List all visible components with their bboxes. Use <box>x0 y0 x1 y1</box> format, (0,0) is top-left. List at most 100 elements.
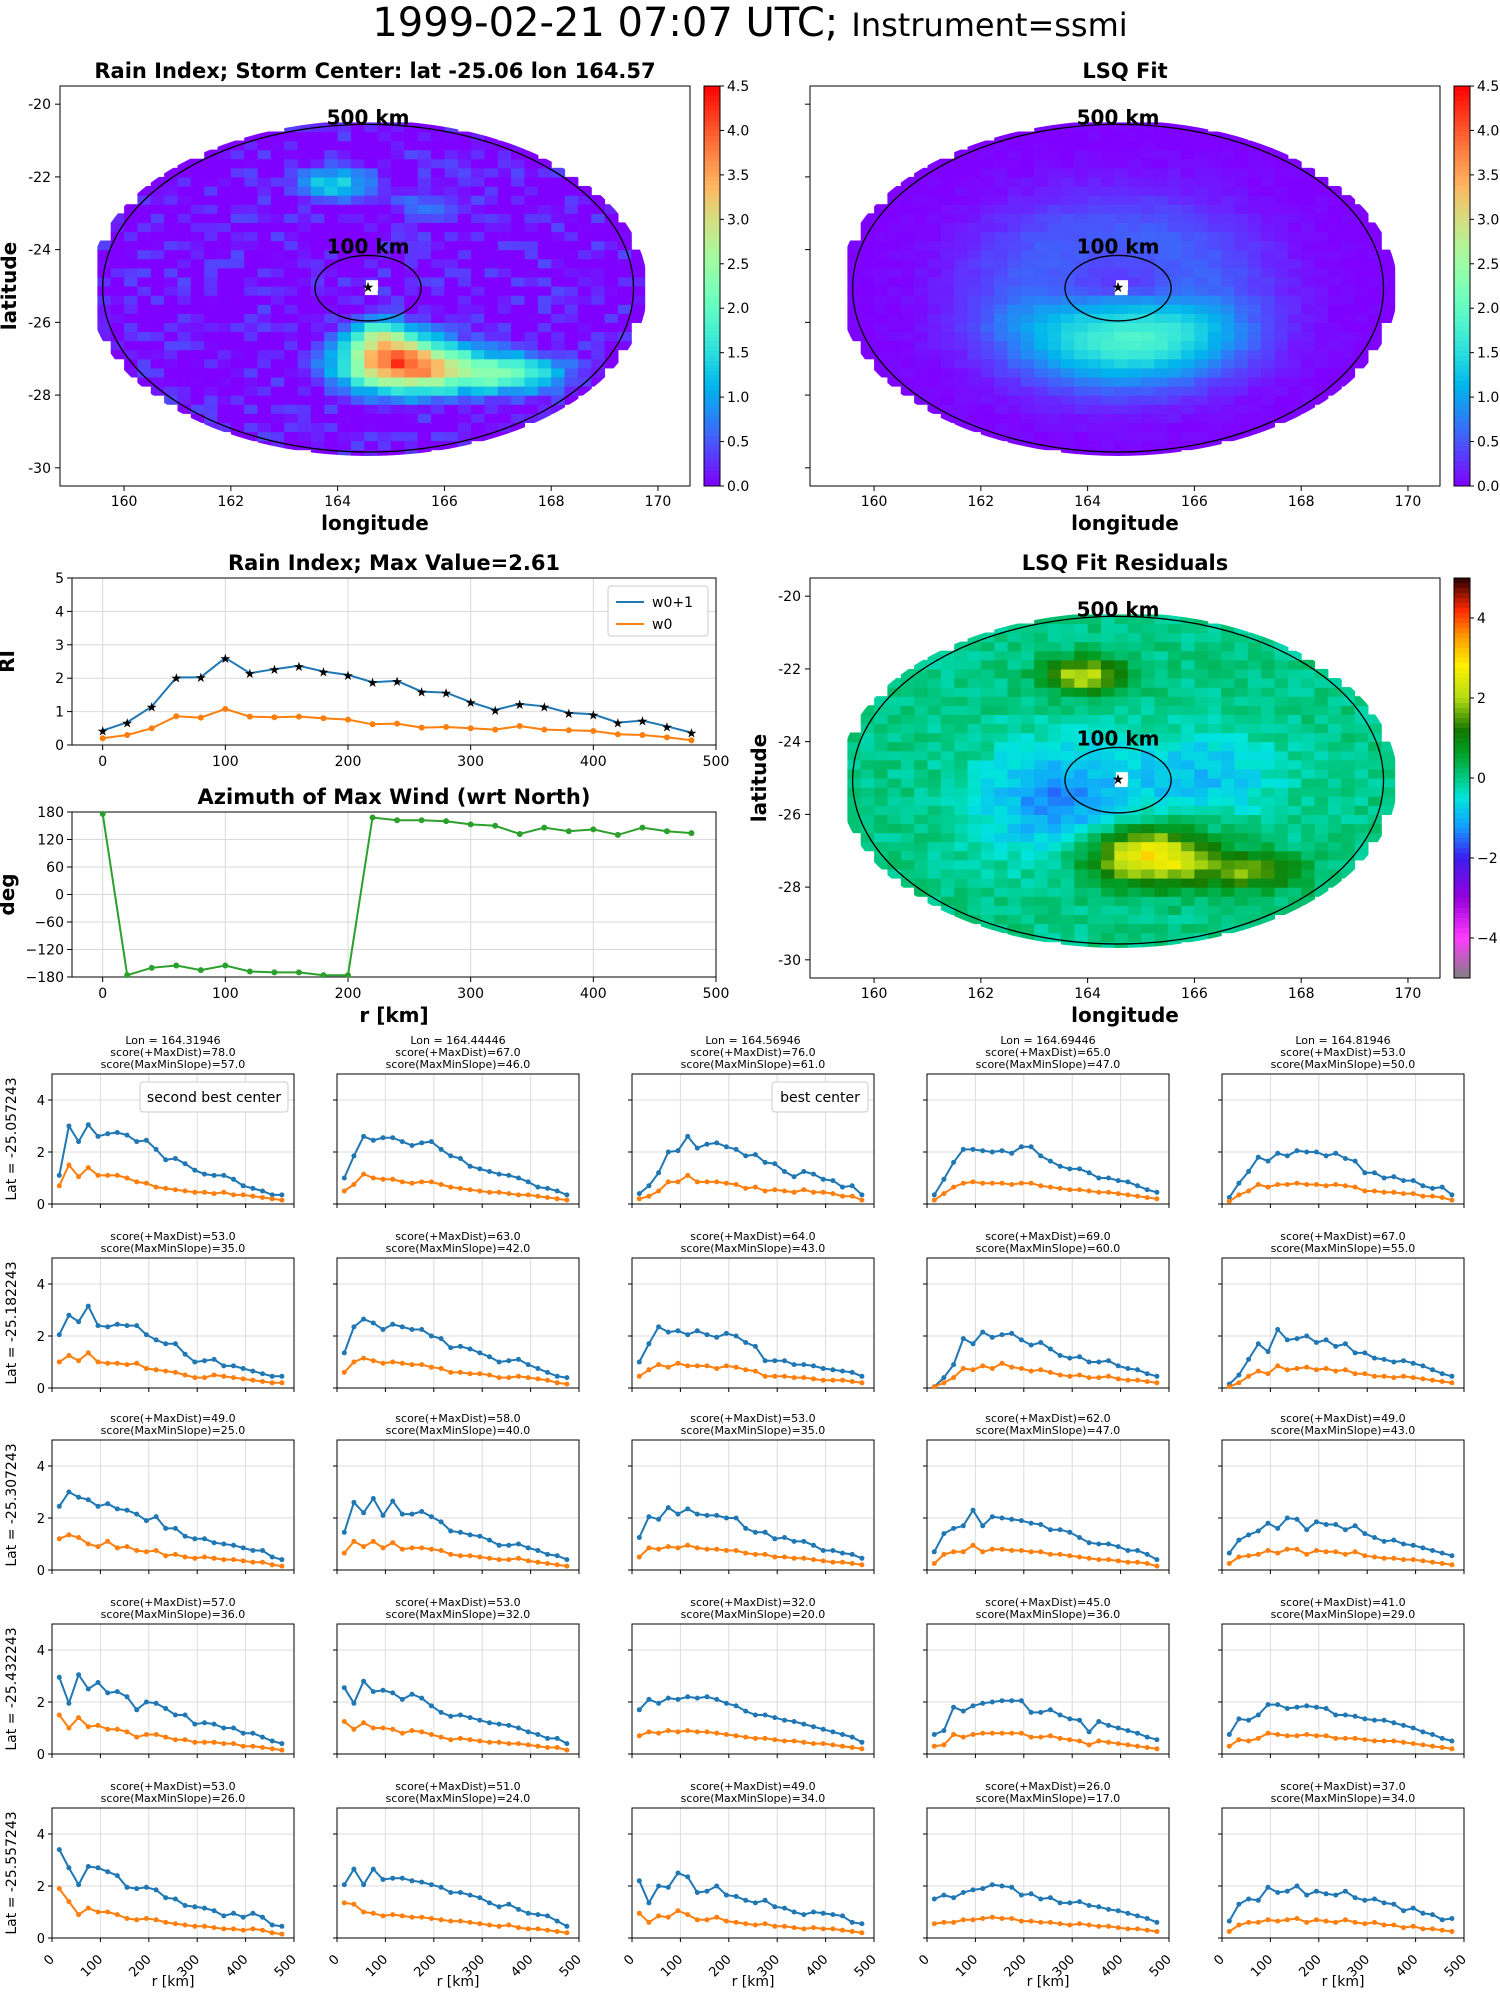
map-cell <box>1181 213 1195 223</box>
map-cell <box>1207 623 1222 634</box>
data-point-star: ★ <box>588 708 600 723</box>
data-point <box>197 714 204 721</box>
map-cell <box>1141 186 1155 196</box>
colorbar-segment <box>1454 136 1470 142</box>
map-cell <box>1314 759 1329 770</box>
map-cell <box>551 204 566 214</box>
data-point <box>1304 1364 1310 1370</box>
map-cell <box>1301 778 1316 788</box>
data-point <box>295 713 302 720</box>
map-cell <box>1247 267 1262 278</box>
map-cell <box>284 122 299 133</box>
map-cell <box>887 276 902 287</box>
map-cell <box>1327 850 1342 861</box>
map-cell <box>377 286 392 296</box>
data-point <box>849 1379 855 1384</box>
map-cell <box>1194 723 1209 734</box>
data-point <box>1144 1371 1150 1377</box>
map-cell <box>297 167 312 178</box>
data-point <box>752 1343 758 1349</box>
map-cell <box>404 195 419 205</box>
map-cell <box>1221 195 1235 205</box>
map-cell <box>967 723 982 734</box>
map-cell <box>1114 195 1129 205</box>
map-cell <box>1101 714 1115 725</box>
map-cell <box>1274 249 1289 260</box>
map-cell <box>150 240 165 251</box>
map-cell <box>364 213 379 223</box>
map-cell <box>1047 258 1062 269</box>
colorbar-segment <box>704 136 720 142</box>
map-cell <box>351 340 365 351</box>
colorbar-tick-label: 4 <box>1477 611 1486 627</box>
map-cell <box>204 349 219 360</box>
map-cell <box>1047 340 1062 351</box>
map-cell <box>444 413 459 423</box>
map-cell <box>497 395 512 405</box>
map-cell <box>887 240 902 251</box>
map-cell <box>1074 122 1089 133</box>
map-cell <box>391 422 405 433</box>
map-cell <box>257 249 272 260</box>
map-cell <box>1047 249 1062 260</box>
map-cell <box>980 176 995 187</box>
data-point <box>704 1363 710 1369</box>
map-cell <box>1274 823 1289 834</box>
map-cell <box>1221 632 1235 643</box>
map-cell <box>257 231 272 242</box>
map-cell <box>860 759 875 770</box>
map-cell <box>217 404 232 414</box>
map-cell <box>954 258 969 269</box>
colorbar-segment <box>1454 613 1470 619</box>
map-cell <box>927 258 942 269</box>
map-cell <box>551 249 566 260</box>
map-cell <box>190 340 205 351</box>
map-cell <box>417 176 432 187</box>
legend-label: w0+1 <box>652 595 693 611</box>
map-cell <box>150 222 165 233</box>
panel-title-line: score(+MaxDist)=64.0 <box>690 1230 815 1243</box>
map-cell <box>914 841 928 852</box>
colorbar-tick-label: 4.0 <box>1477 123 1499 139</box>
map-cell <box>364 158 379 169</box>
map-cell <box>1074 850 1089 861</box>
map-cell <box>967 349 982 360</box>
map-cell <box>1060 896 1075 906</box>
map-cell <box>1207 850 1222 861</box>
map-cell <box>1234 267 1249 278</box>
map-cell <box>204 267 219 278</box>
data-point <box>590 826 597 833</box>
map-cell <box>137 222 152 233</box>
map-cell <box>1060 286 1075 296</box>
map-cell <box>577 322 592 333</box>
data-point <box>849 1183 855 1189</box>
map-cell <box>150 276 165 287</box>
data-point <box>1449 1197 1455 1203</box>
map-cell <box>1261 650 1275 661</box>
data-point <box>1313 1149 1319 1155</box>
map-cell <box>1167 122 1182 133</box>
data-point <box>222 705 229 712</box>
map-cell <box>994 340 1009 351</box>
map-cell <box>1141 659 1155 670</box>
colorbar-segment <box>1454 688 1470 694</box>
map-cell <box>377 131 392 142</box>
map-cell <box>431 149 445 160</box>
map-cell <box>1087 395 1102 405</box>
map-cell <box>1287 841 1302 852</box>
map-cell <box>631 295 646 305</box>
x-axis-label: longitude <box>1071 1003 1179 1027</box>
map-cell <box>1301 878 1316 888</box>
map-cell <box>1234 204 1249 214</box>
map-cell <box>364 140 379 151</box>
data-point <box>1284 1182 1290 1187</box>
map-cell <box>1141 796 1155 806</box>
map-cell <box>391 440 405 451</box>
map-cell <box>471 186 485 196</box>
map-cell <box>1127 650 1142 661</box>
map-cell <box>204 158 219 169</box>
map-cell <box>1114 859 1129 870</box>
map-cell <box>417 258 432 269</box>
map-cell <box>1154 832 1169 843</box>
